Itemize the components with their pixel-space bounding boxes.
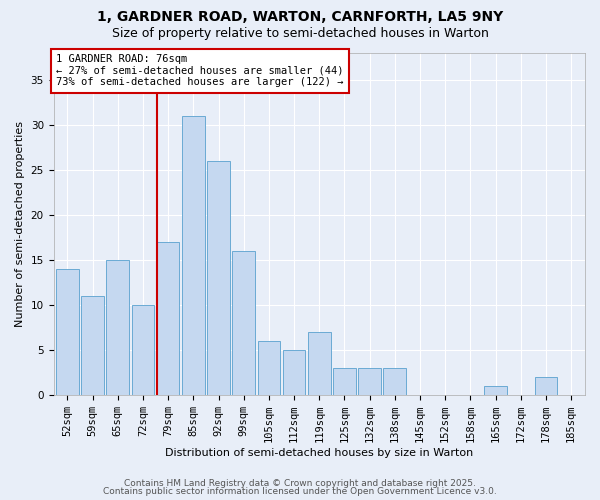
Bar [207,160,230,394]
Bar [131,304,154,394]
Bar [333,368,356,394]
Bar [257,340,280,394]
Bar [358,368,381,394]
Bar [106,260,129,394]
Bar [81,296,104,394]
Bar [383,368,406,394]
Text: 1 GARDNER ROAD: 76sqm
← 27% of semi-detached houses are smaller (44)
73% of semi: 1 GARDNER ROAD: 76sqm ← 27% of semi-deta… [56,54,344,88]
Bar [56,268,79,394]
Text: Contains HM Land Registry data © Crown copyright and database right 2025.: Contains HM Land Registry data © Crown c… [124,478,476,488]
Bar [157,242,179,394]
Bar [308,332,331,394]
Bar [232,250,255,394]
Text: Contains public sector information licensed under the Open Government Licence v3: Contains public sector information licen… [103,487,497,496]
Bar [484,386,507,394]
Bar [182,116,205,394]
Text: Size of property relative to semi-detached houses in Warton: Size of property relative to semi-detach… [112,28,488,40]
Bar [283,350,305,395]
Y-axis label: Number of semi-detached properties: Number of semi-detached properties [15,120,25,326]
Text: 1, GARDNER ROAD, WARTON, CARNFORTH, LA5 9NY: 1, GARDNER ROAD, WARTON, CARNFORTH, LA5 … [97,10,503,24]
X-axis label: Distribution of semi-detached houses by size in Warton: Distribution of semi-detached houses by … [165,448,473,458]
Bar [535,376,557,394]
